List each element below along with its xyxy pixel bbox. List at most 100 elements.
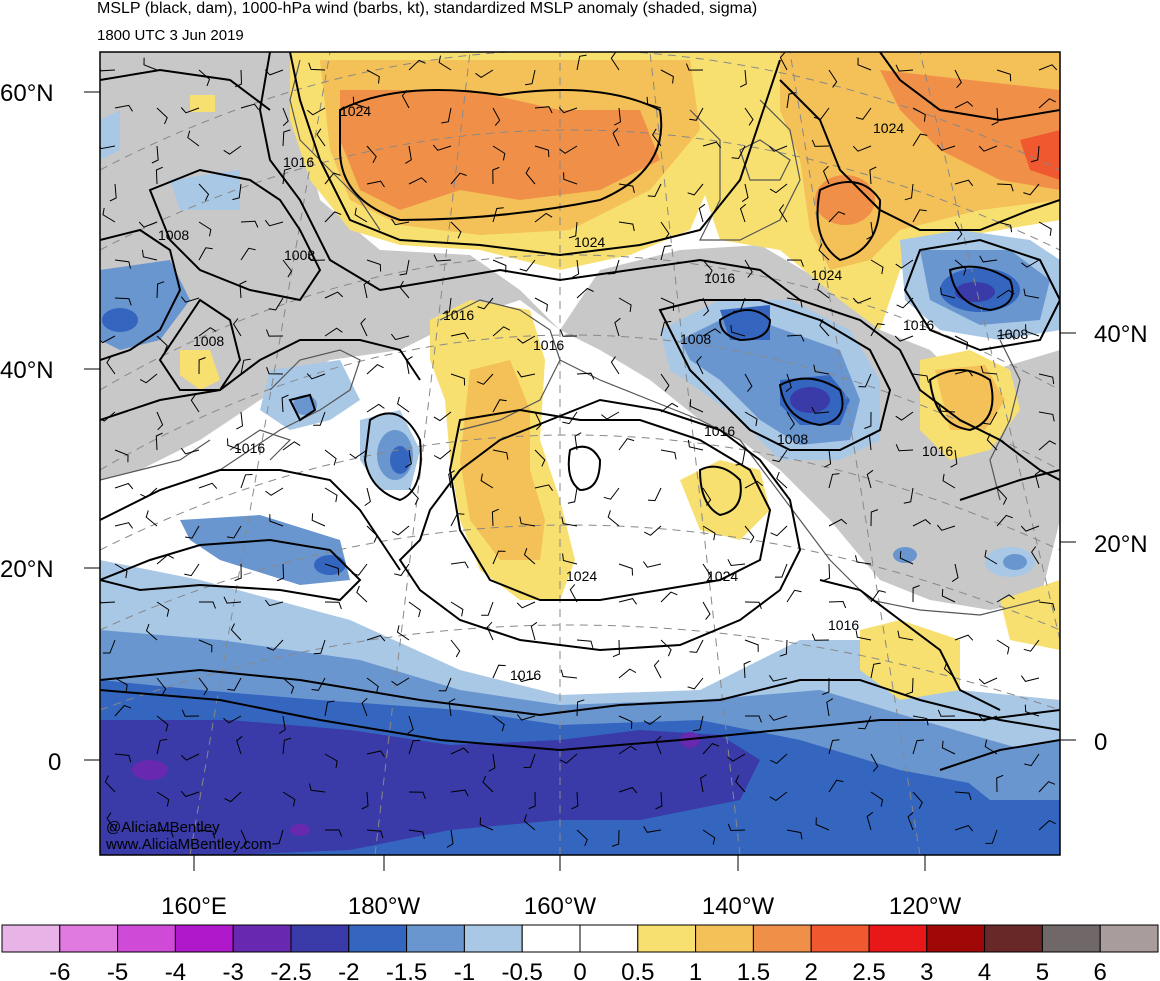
colorbar-swatch [695,924,754,953]
wind-barb [786,297,803,308]
wind-barb [240,103,260,111]
wind-barb [733,297,746,312]
wind-barb [223,596,242,604]
wind-barbs [100,52,1058,849]
colorbar-swatch [810,924,870,953]
colorbar-tick-label: -1 [454,959,475,981]
wind-barb [852,145,872,152]
wind-barb [954,791,972,800]
wind-barb [562,553,578,565]
wind-barb [405,145,412,164]
wind-barb [576,372,595,380]
wind-barb [324,449,337,466]
wind-barb [559,145,578,154]
wind-barb [870,791,884,807]
wind-barb [822,677,830,695]
colorbar-swatch [1041,924,1101,953]
wind-barb [660,449,677,460]
wind-barb [576,829,588,847]
colorbar-tick-label: 2.5 [852,959,885,981]
wind-barb [143,57,158,71]
wind-barb [769,183,788,194]
wind-barb [401,89,410,109]
wind-barb [562,411,578,425]
wind-barb [517,370,536,378]
wind-barb [100,67,116,72]
wind-barb [744,525,755,544]
wind-barb [184,563,200,577]
wind-barb [996,289,1015,299]
wind-barb [996,69,1012,82]
wind-barb [313,639,326,655]
wind-barb [744,373,753,392]
wind-barb [651,128,662,147]
isobar-label: 1024 [811,267,842,283]
wind-barb [391,218,410,226]
wind-barb [559,753,578,764]
plot-frame [99,51,1061,856]
wind-barb [1030,145,1040,163]
wind-barb [660,373,670,392]
colorbar-tick-label: 1.5 [737,959,770,981]
wind-barb [660,591,678,603]
wind-barb [951,563,959,583]
wind-barb [145,510,158,527]
wind-barb [828,69,838,88]
wind-barb [282,129,291,147]
wind-barb [408,601,421,618]
wind-barb [739,69,747,88]
wind-barb [954,101,974,109]
wind-barb [702,829,716,845]
wind-barb [438,677,452,692]
wind-barb [954,69,962,89]
wind-barb [811,406,830,414]
wind-barb [240,247,256,261]
wind-barb [1023,183,1040,196]
graticule [100,52,1060,855]
wind-barb [181,709,200,717]
colorbar-swatch [1,924,61,953]
wind-barb [858,715,872,730]
wind-barb [768,145,788,152]
wind-barb [351,563,368,576]
wind-barb [450,332,469,340]
wind-barb [745,715,762,723]
wind-barb [903,487,914,504]
wind-barb [1020,525,1040,532]
wind-barb [109,183,117,202]
wind-barb [822,563,831,582]
wind-barb [730,325,746,337]
wind-barb [618,598,638,605]
wind-barb [180,296,200,303]
wind-barb [352,96,368,109]
wind-barb [731,145,746,160]
wind-barb [399,280,410,299]
wind-barb [642,561,662,568]
isobar-label: 1024 [873,120,904,136]
wind-barb [397,396,410,413]
wind-barb [442,297,452,315]
wind-barb [308,62,326,71]
wind-barb [517,335,536,344]
wind-barb [895,259,914,269]
wind-barb [660,297,675,311]
wind-barb [943,662,956,679]
lon-label: 120°W [889,893,962,920]
wind-barb [234,69,243,88]
wind-barb [611,829,620,847]
isobar-label: 1008 [284,247,315,263]
wind-barb [561,516,578,527]
wind-barb [894,335,914,342]
wind-barb [614,107,622,126]
wind-barb [912,518,932,527]
wind-barb [996,594,1015,603]
wind-barb [813,364,830,375]
wind-barb [954,259,967,276]
wind-barb [311,677,326,691]
wind-barb [774,563,788,578]
lat-label-left: 40°N [0,357,54,384]
wind-barb [660,402,679,413]
wind-barb [978,715,998,722]
colorbar-swatch [1099,924,1159,953]
wind-barb [408,791,426,800]
